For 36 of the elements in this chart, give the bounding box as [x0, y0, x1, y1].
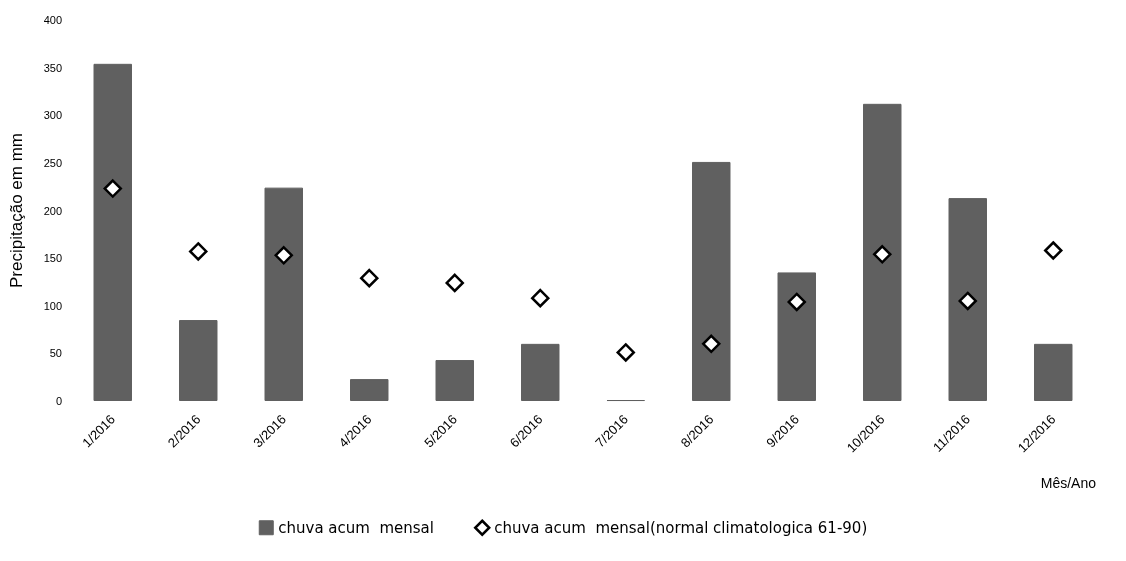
- point: [445, 273, 464, 293]
- bar: [948, 198, 987, 401]
- y-tick-label: 250: [43, 156, 62, 169]
- point: [702, 334, 721, 354]
- bar: [179, 320, 218, 401]
- y-tick-label: 400: [43, 14, 62, 26]
- point: [873, 245, 892, 264]
- y-tick-label: 50: [49, 347, 62, 360]
- bar: [264, 187, 303, 401]
- y-axis-title: Precipitação em mm: [7, 133, 26, 288]
- point: [103, 179, 122, 198]
- y-tick-label: 300: [43, 109, 62, 122]
- legend-label: chuva acum mensal(normal climatologica 61-90): [494, 518, 868, 537]
- point: [274, 246, 293, 265]
- x-axis-title: Mês/Ano: [1040, 475, 1097, 491]
- point: [531, 288, 550, 308]
- bar: [350, 379, 389, 401]
- point: [189, 242, 208, 261]
- bar: [777, 272, 816, 401]
- point: [360, 268, 379, 288]
- bar: [1034, 343, 1073, 401]
- y-tick-label: 100: [43, 299, 62, 312]
- bar: [521, 343, 560, 401]
- bar: [692, 161, 731, 401]
- legend-label: chuva acum mensal: [278, 518, 434, 537]
- point: [1044, 241, 1063, 260]
- y-tick-label: 150: [43, 252, 62, 265]
- point: [787, 292, 806, 312]
- bar: [863, 103, 902, 401]
- point: [958, 291, 977, 311]
- point: [616, 343, 635, 362]
- bar: [435, 360, 474, 401]
- y-tick-label: 0: [55, 395, 62, 407]
- bar: [93, 63, 132, 401]
- y-tick-label: 350: [43, 61, 62, 74]
- y-tick-label: 200: [43, 204, 62, 217]
